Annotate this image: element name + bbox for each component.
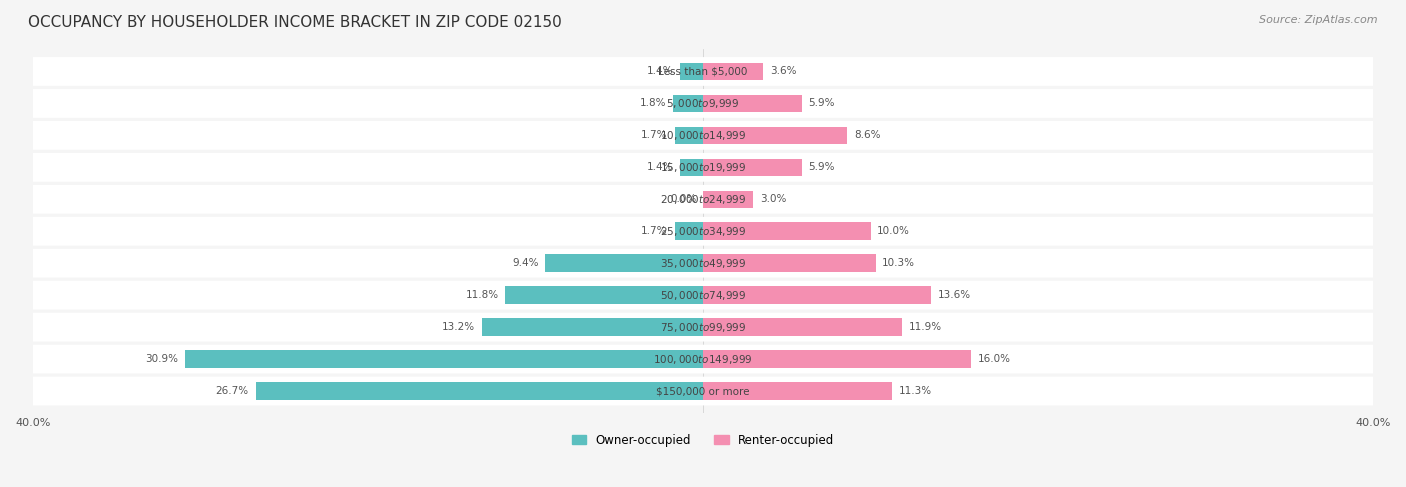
Bar bbox=[703, 254, 876, 272]
FancyBboxPatch shape bbox=[32, 281, 1374, 310]
FancyBboxPatch shape bbox=[32, 185, 1374, 214]
Text: 0.0%: 0.0% bbox=[671, 194, 696, 205]
Text: 1.7%: 1.7% bbox=[641, 226, 668, 236]
Text: 11.9%: 11.9% bbox=[910, 322, 942, 332]
Bar bbox=[256, 382, 703, 400]
Legend: Owner-occupied, Renter-occupied: Owner-occupied, Renter-occupied bbox=[567, 429, 839, 451]
FancyBboxPatch shape bbox=[32, 313, 1374, 341]
Text: $150,000 or more: $150,000 or more bbox=[657, 386, 749, 396]
Bar bbox=[675, 223, 703, 240]
Text: $25,000 to $34,999: $25,000 to $34,999 bbox=[659, 225, 747, 238]
FancyBboxPatch shape bbox=[32, 249, 1374, 278]
Text: 30.9%: 30.9% bbox=[145, 354, 179, 364]
Text: $75,000 to $99,999: $75,000 to $99,999 bbox=[659, 320, 747, 334]
Text: 1.7%: 1.7% bbox=[641, 131, 668, 140]
Text: 1.8%: 1.8% bbox=[640, 98, 666, 109]
Text: Less than $5,000: Less than $5,000 bbox=[658, 66, 748, 76]
Bar bbox=[505, 286, 703, 304]
Bar bbox=[703, 382, 893, 400]
Text: 3.0%: 3.0% bbox=[761, 194, 786, 205]
Bar bbox=[703, 190, 754, 208]
Bar bbox=[546, 254, 703, 272]
Text: $100,000 to $149,999: $100,000 to $149,999 bbox=[654, 353, 752, 366]
Text: 8.6%: 8.6% bbox=[853, 131, 880, 140]
Text: $50,000 to $74,999: $50,000 to $74,999 bbox=[659, 289, 747, 301]
Text: 16.0%: 16.0% bbox=[977, 354, 1011, 364]
FancyBboxPatch shape bbox=[32, 376, 1374, 406]
Text: 13.2%: 13.2% bbox=[441, 322, 475, 332]
Text: $35,000 to $49,999: $35,000 to $49,999 bbox=[659, 257, 747, 270]
Text: $10,000 to $14,999: $10,000 to $14,999 bbox=[659, 129, 747, 142]
Bar bbox=[482, 318, 703, 336]
Bar bbox=[703, 63, 763, 80]
Bar bbox=[679, 63, 703, 80]
Text: 5.9%: 5.9% bbox=[808, 162, 835, 172]
Text: $5,000 to $9,999: $5,000 to $9,999 bbox=[666, 97, 740, 110]
FancyBboxPatch shape bbox=[32, 345, 1374, 374]
Text: Source: ZipAtlas.com: Source: ZipAtlas.com bbox=[1260, 15, 1378, 25]
Text: OCCUPANCY BY HOUSEHOLDER INCOME BRACKET IN ZIP CODE 02150: OCCUPANCY BY HOUSEHOLDER INCOME BRACKET … bbox=[28, 15, 562, 30]
Text: 26.7%: 26.7% bbox=[215, 386, 249, 396]
Text: 5.9%: 5.9% bbox=[808, 98, 835, 109]
Text: 1.4%: 1.4% bbox=[647, 66, 673, 76]
FancyBboxPatch shape bbox=[32, 89, 1374, 118]
Bar bbox=[703, 318, 903, 336]
Bar bbox=[186, 350, 703, 368]
Bar bbox=[703, 94, 801, 112]
FancyBboxPatch shape bbox=[32, 121, 1374, 150]
Bar bbox=[675, 127, 703, 144]
FancyBboxPatch shape bbox=[32, 57, 1374, 86]
Bar bbox=[703, 286, 931, 304]
FancyBboxPatch shape bbox=[32, 153, 1374, 182]
Text: 10.0%: 10.0% bbox=[877, 226, 910, 236]
Bar bbox=[703, 350, 972, 368]
Text: 10.3%: 10.3% bbox=[883, 258, 915, 268]
Bar bbox=[703, 127, 848, 144]
Text: 13.6%: 13.6% bbox=[938, 290, 970, 300]
Text: 11.8%: 11.8% bbox=[465, 290, 499, 300]
Bar bbox=[703, 223, 870, 240]
Bar bbox=[703, 159, 801, 176]
Text: $15,000 to $19,999: $15,000 to $19,999 bbox=[659, 161, 747, 174]
Bar bbox=[673, 94, 703, 112]
Text: $20,000 to $24,999: $20,000 to $24,999 bbox=[659, 193, 747, 206]
FancyBboxPatch shape bbox=[32, 217, 1374, 245]
Text: 3.6%: 3.6% bbox=[770, 66, 797, 76]
Text: 1.4%: 1.4% bbox=[647, 162, 673, 172]
Bar bbox=[679, 159, 703, 176]
Text: 11.3%: 11.3% bbox=[898, 386, 932, 396]
Text: 9.4%: 9.4% bbox=[512, 258, 538, 268]
